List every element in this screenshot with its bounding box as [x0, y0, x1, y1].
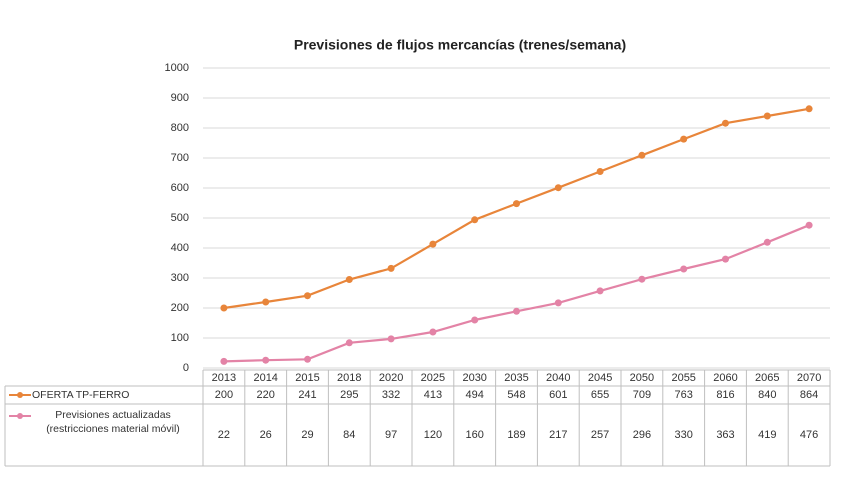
table-value: 709: [633, 389, 651, 401]
legend-label-box: Previsiones actualizadas (restricciones …: [46, 409, 180, 435]
table-value: 864: [800, 389, 818, 401]
table-value: 476: [800, 429, 818, 441]
legend-label: Previsiones actualizadas (restricciones …: [46, 409, 180, 435]
data-point: [387, 335, 395, 343]
legend-marker-dot: [17, 392, 23, 398]
table-value: 363: [716, 429, 734, 441]
table-value: 296: [633, 429, 651, 441]
table-value: 840: [758, 389, 776, 401]
y-tick-label: 600: [171, 182, 189, 194]
table-value: 120: [424, 429, 442, 441]
data-point: [220, 357, 228, 365]
table-value: 330: [675, 429, 693, 441]
table-value: 29: [301, 429, 313, 441]
x-tick-label: 2040: [546, 372, 570, 384]
table-value: 189: [507, 429, 525, 441]
x-tick-label: 2070: [797, 372, 821, 384]
y-tick-label: 700: [171, 152, 189, 164]
x-tick-label: 2014: [253, 372, 277, 384]
x-tick-label: 2018: [337, 372, 361, 384]
data-point: [429, 328, 437, 336]
table-value: 332: [382, 389, 400, 401]
table-value: 84: [343, 429, 355, 441]
data-point: [554, 299, 562, 307]
data-point: [471, 316, 479, 324]
table-value: 257: [591, 429, 609, 441]
y-tick-label: 900: [171, 92, 189, 104]
data-point: [220, 304, 228, 312]
data-point: [722, 255, 729, 263]
table-value: 220: [257, 389, 275, 401]
table-value: 548: [507, 389, 525, 401]
legend-marker-dot: [17, 413, 23, 419]
legend-label: OFERTA TP-FERRO: [32, 389, 130, 401]
data-point: [471, 216, 479, 224]
x-tick-label: 2050: [630, 372, 654, 384]
table-value: 22: [218, 429, 230, 441]
data-point: [304, 355, 311, 363]
data-point: [304, 292, 311, 300]
x-tick-label: 2020: [379, 372, 403, 384]
y-tick-label: 300: [171, 272, 189, 284]
legend-label-box: OFERTA TP-FERRO: [32, 389, 130, 401]
data-point: [805, 221, 813, 229]
x-tick-label: 2035: [504, 372, 528, 384]
data-point: [262, 356, 270, 364]
y-tick-label: 400: [171, 242, 189, 254]
table-value: 419: [758, 429, 776, 441]
data-point: [638, 151, 646, 159]
x-tick-label: 2015: [295, 372, 319, 384]
data-point: [513, 200, 520, 208]
data-point: [387, 264, 395, 272]
table-value: 816: [716, 389, 734, 401]
data-point: [513, 307, 520, 315]
data-point: [262, 298, 270, 306]
table-value: 160: [466, 429, 484, 441]
x-tick-label: 2065: [755, 372, 779, 384]
x-tick-label: 2013: [212, 372, 236, 384]
table-value: 97: [385, 429, 397, 441]
table-value: 763: [675, 389, 693, 401]
x-tick-label: 2030: [462, 372, 486, 384]
x-tick-label: 2055: [671, 372, 695, 384]
y-tick-label: 800: [171, 122, 189, 134]
data-point: [638, 275, 646, 283]
y-tick-label: 1000: [165, 62, 189, 74]
data-point: [722, 119, 729, 127]
table-value: 494: [466, 389, 484, 401]
data-point: [554, 184, 562, 192]
y-tick-label: 500: [171, 212, 189, 224]
data-point: [345, 339, 353, 347]
chart-title: Previsiones de flujos mercancías (trenes…: [294, 37, 626, 53]
y-tick-label: 100: [171, 332, 189, 344]
table-value: 217: [549, 429, 567, 441]
table-value: 200: [215, 389, 233, 401]
data-point: [763, 112, 771, 120]
table-value: 241: [298, 389, 316, 401]
y-tick-label: 0: [183, 362, 189, 374]
table-value: 295: [340, 389, 358, 401]
table-value: 601: [549, 389, 567, 401]
x-tick-label: 2045: [588, 372, 612, 384]
data-point: [345, 276, 353, 283]
x-tick-label: 2025: [421, 372, 445, 384]
data-point: [763, 238, 771, 246]
x-tick-label: 2060: [713, 372, 737, 384]
y-tick-label: 200: [171, 302, 189, 314]
data-point: [429, 240, 437, 248]
table-value: 655: [591, 389, 609, 401]
data-point: [596, 168, 604, 175]
table-value: 26: [260, 429, 272, 441]
data-point: [680, 265, 688, 273]
data-point: [805, 105, 813, 113]
data-point: [680, 135, 688, 143]
table-value: 413: [424, 389, 442, 401]
data-point: [596, 287, 604, 295]
